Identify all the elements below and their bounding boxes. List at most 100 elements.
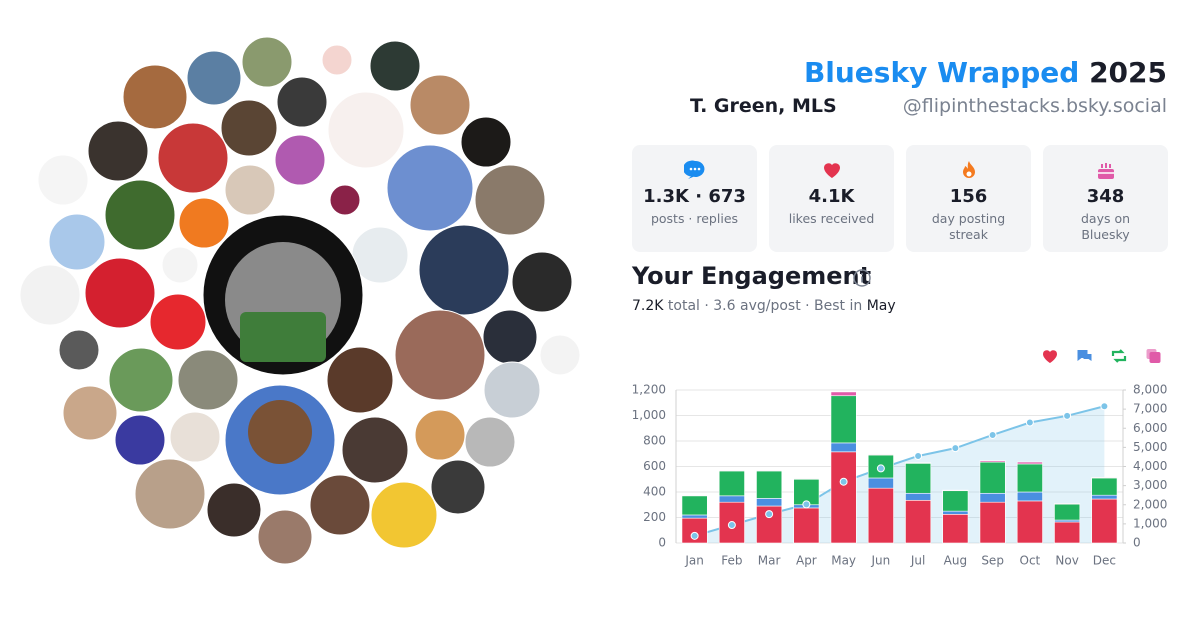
y2-tick-label: 6,000 [1133, 421, 1167, 435]
avatar[interactable] [539, 334, 581, 376]
stat-label: posts · replies [650, 211, 739, 226]
title-year: 2025 [1089, 56, 1167, 89]
avatar[interactable] [114, 414, 166, 466]
avatar[interactable] [161, 246, 199, 284]
avatar[interactable] [464, 416, 516, 468]
avatar[interactable] [134, 458, 206, 530]
line-point [1100, 402, 1109, 411]
legend-icon [1043, 350, 1057, 363]
stat-value: 4.1K [808, 186, 855, 207]
bar-segment [867, 454, 894, 456]
user-name: T. Green, MLS [690, 95, 837, 117]
bar-segment [905, 492, 932, 501]
avatar[interactable] [482, 309, 538, 365]
avatar[interactable] [104, 179, 176, 251]
y2-tick-label: 2,000 [1133, 497, 1167, 511]
bar-segment [905, 499, 932, 544]
avatar[interactable] [483, 361, 541, 419]
avatar[interactable] [48, 213, 106, 271]
avatar[interactable] [220, 99, 278, 157]
y2-tick-label: 5,000 [1133, 440, 1167, 454]
y2-tick-label: 3,000 [1133, 478, 1167, 492]
x-tick-label: Oct [1020, 554, 1041, 568]
info-icon[interactable] [852, 268, 872, 288]
avatar[interactable] [341, 416, 409, 484]
user-handle[interactable]: @flipinthestacks.bsky.social [902, 95, 1167, 117]
bar-segment [867, 487, 894, 544]
avatar[interactable] [394, 309, 486, 401]
avatar[interactable] [177, 349, 239, 411]
bar-segment [1091, 498, 1118, 544]
avatar[interactable] [149, 293, 207, 351]
avatar[interactable] [178, 197, 230, 249]
avatar[interactable] [58, 329, 100, 371]
y2-tick-label: 4,000 [1133, 459, 1167, 473]
y2-tick-label: 7,000 [1133, 402, 1167, 416]
line-point [876, 464, 885, 473]
legend-icon [1077, 350, 1092, 361]
bar-segment [681, 495, 708, 516]
avatar[interactable] [430, 459, 486, 515]
stat-card: 4.1K likes received [769, 145, 894, 252]
avatar[interactable] [157, 122, 229, 194]
bar-segment [979, 460, 1006, 463]
avatar[interactable] [326, 346, 394, 414]
avatar[interactable] [370, 481, 438, 549]
y-tick-label: 1,200 [632, 383, 666, 397]
bar-segment [1091, 494, 1118, 500]
avatar[interactable] [19, 264, 81, 326]
avatar[interactable] [369, 40, 421, 92]
avatar[interactable] [108, 347, 174, 413]
avatar[interactable] [241, 36, 293, 88]
avatar[interactable] [366, 291, 404, 329]
y-tick-label: 1,000 [632, 408, 666, 422]
line-point [727, 521, 736, 530]
avatar[interactable] [257, 509, 313, 565]
avatar[interactable] [409, 74, 471, 136]
bar-segment [1054, 503, 1081, 521]
line-point [1025, 418, 1034, 427]
x-tick-label: Jan [684, 554, 704, 568]
line-point [1063, 411, 1072, 420]
line-point [765, 510, 774, 519]
avatar[interactable] [309, 474, 371, 536]
avatar[interactable] [84, 257, 156, 329]
avatar[interactable] [414, 409, 466, 461]
avatar[interactable] [62, 385, 118, 441]
bar-segment [756, 498, 783, 507]
title-brand: Bluesky Wrapped [803, 56, 1080, 89]
avatar[interactable] [460, 116, 512, 168]
y2-tick-label: 8,000 [1133, 383, 1167, 397]
section-heading: Your Engagement [632, 262, 872, 290]
y-tick-label: 0 [658, 536, 666, 550]
avatar[interactable] [418, 224, 510, 316]
stat-value: 1.3K · 673 [643, 186, 746, 207]
bar-segment [1091, 477, 1118, 496]
engagement-chart: 0 200 400 600 800 1,000 1,200 0 1,000 2,000 3,000 4… [632, 349, 1167, 568]
avatar[interactable] [276, 76, 328, 128]
avatar[interactable] [186, 50, 242, 106]
avatar[interactable] [122, 64, 188, 130]
avatar[interactable] [386, 144, 474, 232]
x-tick-label: Feb [721, 554, 742, 568]
bar-segment [1016, 491, 1043, 502]
bar-segment [1016, 463, 1043, 493]
avatar[interactable] [206, 482, 262, 538]
avatar[interactable] [511, 251, 573, 313]
avatar[interactable] [224, 164, 276, 216]
avatar[interactable] [321, 44, 353, 76]
avatar[interactable] [87, 120, 149, 182]
y-tick-label: 800 [643, 434, 666, 448]
avatar[interactable] [274, 134, 326, 186]
x-tick-label: May [831, 554, 856, 568]
y-tick-label: 400 [643, 485, 666, 499]
avatar[interactable] [169, 411, 221, 463]
avatar[interactable] [37, 154, 89, 206]
avatar[interactable] [327, 91, 405, 169]
bar-segment [942, 489, 969, 492]
legend-icon [1111, 349, 1127, 363]
avatar[interactable] [329, 184, 361, 216]
avatar[interactable] [474, 164, 546, 236]
bar-segment [681, 514, 708, 519]
